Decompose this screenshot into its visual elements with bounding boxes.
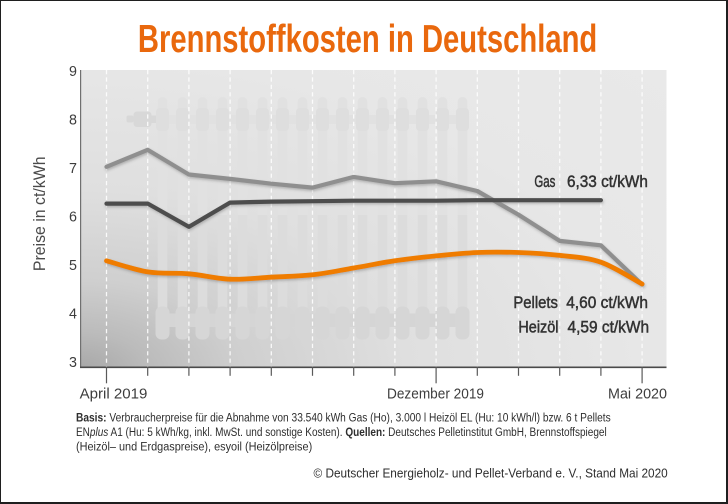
svg-text:Preise in ct/kWh: Preise in ct/kWh (31, 156, 49, 271)
svg-text:4,60 ct/kWh: 4,60 ct/kWh (566, 293, 648, 312)
svg-text:© Deutscher Energieholz- und P: © Deutscher Energieholz- und Pellet-Verb… (314, 465, 668, 480)
svg-text:5: 5 (69, 258, 77, 274)
svg-text:April 2019: April 2019 (80, 387, 148, 403)
svg-text:ENplus A1 (Hu: 5 kWh/kg, inkl.: ENplus A1 (Hu: 5 kWh/kg, inkl. MwSt. und… (76, 426, 607, 439)
svg-text:6: 6 (69, 209, 77, 225)
svg-text:Brennstoffkosten in Deutschlan: Brennstoffkosten in Deutschland (138, 18, 597, 61)
svg-text:Pellets: Pellets (513, 293, 558, 312)
svg-text:Gas: Gas (534, 172, 555, 191)
svg-text:6,33 ct/kWh: 6,33 ct/kWh (567, 172, 648, 191)
svg-text:Heizöl: Heizöl (518, 317, 558, 336)
svg-text:Dezember 2019: Dezember 2019 (387, 387, 484, 403)
svg-text:9: 9 (69, 64, 77, 80)
svg-text:4: 4 (69, 306, 77, 322)
svg-text:7: 7 (69, 161, 77, 177)
svg-text:(Heizöl– und Erdgaspreise), es: (Heizöl– und Erdgaspreise), esyoil (Heiz… (76, 441, 312, 453)
svg-text:Mai 2020: Mai 2020 (608, 387, 667, 403)
svg-text:4,59 ct/kWh: 4,59 ct/kWh (568, 317, 650, 336)
svg-text:3: 3 (69, 355, 77, 371)
svg-text:Basis: Verbraucherpreise für d: Basis: Verbraucherpreise für die Abnahme… (76, 412, 611, 425)
svg-text:8: 8 (69, 113, 77, 129)
